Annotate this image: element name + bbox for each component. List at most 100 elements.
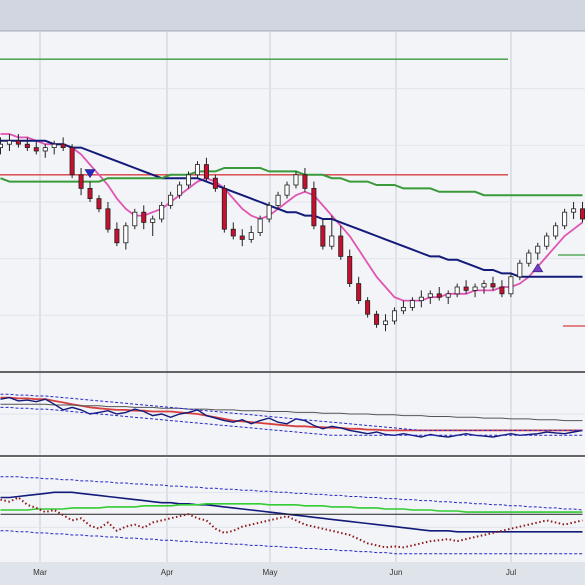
candle-body xyxy=(472,286,478,291)
price-horizontal-lines xyxy=(0,58,585,327)
candle-body xyxy=(445,293,451,298)
candle-body xyxy=(383,320,389,325)
indicator-panel-2-bg xyxy=(0,458,585,562)
candle-body xyxy=(123,225,129,244)
candle xyxy=(230,222,236,240)
mid-ma-line xyxy=(0,139,583,278)
candle-body xyxy=(114,228,120,244)
candle-body xyxy=(293,174,299,186)
green-signal-line xyxy=(0,502,583,513)
candle-body xyxy=(105,208,111,230)
candle xyxy=(400,300,406,315)
indicator-panel-1 xyxy=(0,373,585,457)
candle-body xyxy=(347,255,353,284)
candle-body xyxy=(571,208,577,213)
candle-body xyxy=(186,174,192,186)
candle xyxy=(427,290,433,304)
candle-body xyxy=(454,286,460,295)
candle xyxy=(356,276,362,304)
candle-body xyxy=(212,177,218,189)
candle-body xyxy=(141,211,147,223)
candle-body xyxy=(374,313,380,325)
candle-body xyxy=(60,143,66,148)
x-tick-labels: Mar Apr May Jun Jul xyxy=(33,568,516,577)
candle xyxy=(141,205,147,230)
candle xyxy=(78,168,84,196)
candle xyxy=(338,225,344,260)
candle-body xyxy=(33,147,39,152)
price-moving-averages xyxy=(0,133,584,302)
candle xyxy=(481,280,487,294)
candle-body xyxy=(194,164,200,176)
candle xyxy=(329,215,335,250)
candle-body xyxy=(580,208,585,220)
candle-body xyxy=(400,306,406,312)
candle xyxy=(365,297,371,318)
candle xyxy=(221,185,227,233)
candle xyxy=(275,191,281,209)
candle xyxy=(544,232,550,250)
candle xyxy=(42,144,48,158)
header-bar xyxy=(0,0,585,31)
candle-body xyxy=(257,218,263,233)
candle-body xyxy=(463,286,469,291)
upper-band-line xyxy=(0,393,583,431)
price-markers xyxy=(84,169,544,273)
candle xyxy=(0,137,3,155)
x-tick-label: Apr xyxy=(161,568,174,577)
candle xyxy=(60,137,66,151)
candle-body xyxy=(499,286,505,295)
candle-body xyxy=(553,225,559,237)
candle xyxy=(383,314,389,332)
candle xyxy=(105,202,111,233)
candle xyxy=(526,249,532,267)
candle xyxy=(203,157,209,182)
candle-body xyxy=(517,262,523,278)
candle xyxy=(150,215,156,236)
candle xyxy=(490,276,496,291)
candle xyxy=(499,280,505,298)
x-tick-label: Jul xyxy=(506,568,516,577)
x-axis-bg xyxy=(0,562,585,585)
candle-body xyxy=(177,184,183,196)
candle-body xyxy=(391,310,397,322)
candle-body xyxy=(356,283,362,302)
candle-body xyxy=(544,235,550,247)
candle xyxy=(418,290,424,308)
price-candles xyxy=(0,134,585,332)
candle-body xyxy=(0,143,3,148)
candle-body xyxy=(42,147,48,152)
candle xyxy=(409,297,415,311)
candle-body xyxy=(338,235,344,257)
candle xyxy=(391,307,397,325)
candle xyxy=(347,249,353,287)
candle xyxy=(186,171,192,189)
lower-band-line xyxy=(0,406,583,436)
candle-body xyxy=(418,296,424,302)
candle-body xyxy=(168,194,174,206)
indicator-1-lines xyxy=(0,393,583,438)
candle-body xyxy=(230,228,236,237)
candle xyxy=(571,202,577,219)
candle xyxy=(445,290,451,304)
candle-body xyxy=(481,283,487,288)
candle xyxy=(535,242,541,260)
candle xyxy=(562,208,568,230)
candle-body xyxy=(275,194,281,206)
candle xyxy=(311,181,317,230)
slow-ma-line xyxy=(0,167,583,197)
x-tick-label: May xyxy=(262,568,277,577)
candle-body xyxy=(562,211,568,227)
baseline-line xyxy=(0,403,583,422)
candle xyxy=(239,229,245,247)
candle xyxy=(248,225,254,243)
candle xyxy=(96,195,102,213)
candle xyxy=(553,222,559,240)
candle xyxy=(508,273,514,298)
lower-band-line xyxy=(0,530,583,555)
candle xyxy=(194,161,200,179)
candle-body xyxy=(51,143,57,148)
candle-body xyxy=(436,293,442,298)
down-triangle-marker xyxy=(84,169,96,179)
